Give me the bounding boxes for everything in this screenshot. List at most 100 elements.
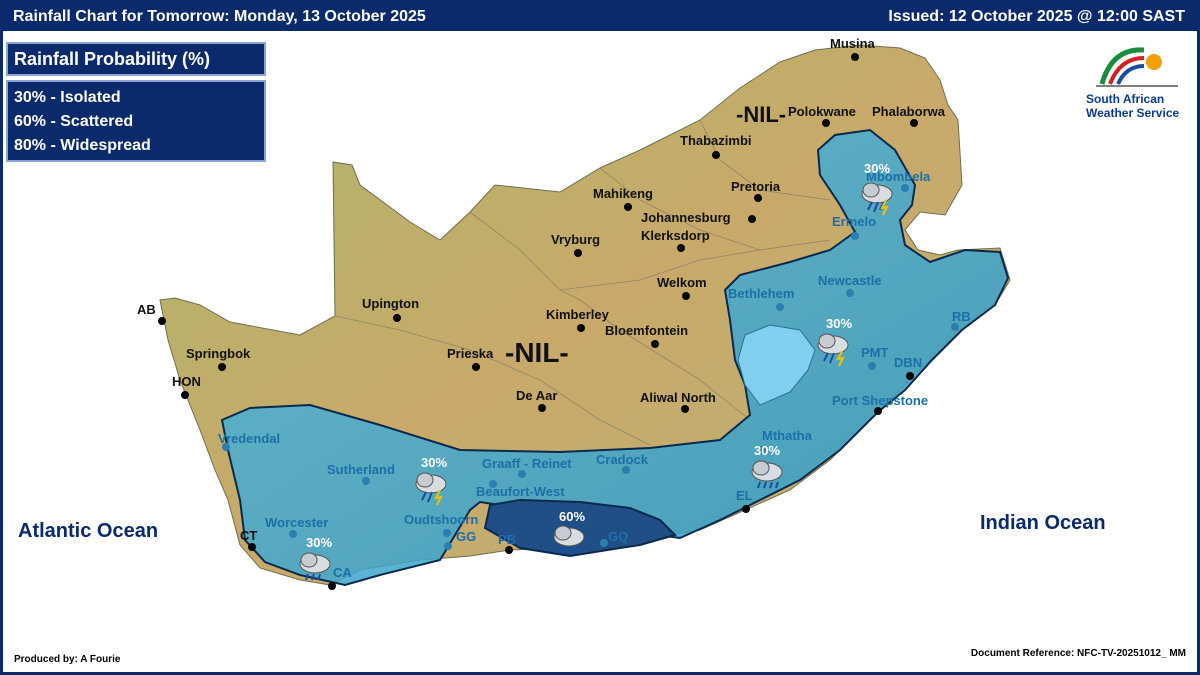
logo-text-line1: South African bbox=[1086, 92, 1165, 106]
nil-label-central: -NIL- bbox=[505, 337, 569, 368]
city-label: Vryburg bbox=[551, 232, 600, 247]
nil-labels: -NIL- -NIL- bbox=[505, 102, 786, 368]
city-label: Oudtshoorn bbox=[404, 512, 478, 527]
city-dot bbox=[362, 477, 370, 485]
legend-item-80: 80% - Widespread bbox=[14, 137, 151, 154]
city-dot bbox=[248, 543, 256, 551]
city-dot bbox=[472, 363, 480, 371]
city-dot bbox=[222, 443, 230, 451]
city-dot bbox=[158, 317, 166, 325]
city-label: DBN bbox=[894, 355, 922, 370]
city-dot bbox=[951, 323, 959, 331]
city-dot bbox=[518, 470, 526, 478]
rain-cloud-icon-1 bbox=[751, 460, 783, 489]
city-label: Johannesburg bbox=[641, 210, 731, 225]
legend-item-30: 30% - Isolated bbox=[14, 89, 121, 106]
city-dot bbox=[758, 446, 766, 454]
city-label: HON bbox=[172, 374, 201, 389]
region-percent-labels: 30% 30% 30% 30% 30% 60% bbox=[306, 161, 890, 550]
city-label: Kimberley bbox=[546, 307, 610, 322]
city-dot bbox=[868, 362, 876, 370]
city-label: Musina bbox=[830, 36, 876, 51]
city-label: Thabazimbi bbox=[680, 133, 752, 148]
legend-title: Rainfall Probability (%) bbox=[6, 42, 266, 76]
city-label: GQ bbox=[608, 529, 628, 544]
city-dot bbox=[851, 232, 859, 240]
city-dot bbox=[906, 372, 914, 380]
rain-region-60 bbox=[483, 498, 677, 558]
city-dot bbox=[681, 405, 689, 413]
atlantic-ocean-label: Atlantic Ocean bbox=[18, 520, 159, 542]
city-dot bbox=[538, 404, 546, 412]
indian-ocean-label: Indian Ocean bbox=[980, 512, 1106, 534]
city-dot bbox=[622, 466, 630, 474]
city-label: GG bbox=[456, 529, 476, 544]
city-label: Port Shepstone bbox=[832, 393, 928, 408]
city-dot bbox=[218, 363, 226, 371]
region-label: 30% bbox=[864, 161, 890, 176]
city-label: Bloemfontein bbox=[605, 323, 688, 338]
city-label: RB bbox=[952, 309, 971, 324]
city-label: Bethlehem bbox=[728, 286, 794, 301]
city-dot bbox=[742, 505, 750, 513]
city-label: Sutherland bbox=[327, 462, 395, 477]
city-dot bbox=[574, 249, 582, 257]
city-dot bbox=[444, 542, 452, 550]
city-dot bbox=[874, 407, 882, 415]
city-dot bbox=[651, 340, 659, 348]
city-dot bbox=[489, 480, 497, 488]
city-label: Vredendal bbox=[218, 431, 280, 446]
produced-by: Produced by: A Fourie bbox=[14, 654, 121, 665]
city-label: CT bbox=[240, 528, 257, 543]
city-dot bbox=[289, 530, 297, 538]
city-label: Mthatha bbox=[762, 428, 813, 443]
rain-region-30-east bbox=[220, 128, 1010, 587]
city-dot bbox=[577, 324, 585, 332]
city-dot bbox=[600, 539, 608, 547]
city-label: Graaff - Reinet bbox=[482, 456, 572, 471]
logo-text-line2: Weather Service bbox=[1086, 106, 1180, 120]
rain-cloud-icon-3 bbox=[553, 525, 585, 554]
city-dot bbox=[677, 244, 685, 252]
city-label: Mahikeng bbox=[593, 186, 653, 201]
rain-cloud-icon-2 bbox=[299, 552, 331, 581]
city-label: Phalaborwa bbox=[872, 104, 946, 119]
city-label: Klerksdorp bbox=[641, 228, 710, 243]
issued-time: Issued: 12 October 2025 @ 12:00 SAST bbox=[888, 8, 1185, 25]
storm-cloud-icon-2 bbox=[817, 333, 849, 367]
legend-item-60: 60% - Scattered bbox=[14, 113, 134, 130]
city-label: PMT bbox=[861, 345, 889, 360]
nil-label-north: -NIL- bbox=[736, 102, 786, 127]
document-reference: Document Reference: NFC-TV-20251012_ MM bbox=[970, 648, 1186, 659]
city-dot bbox=[624, 203, 632, 211]
chart-title: Rainfall Chart for Tomorrow: Monday, 13 … bbox=[13, 8, 426, 25]
city-dot bbox=[443, 529, 451, 537]
region-label: 60% bbox=[559, 509, 585, 524]
city-label: Springbok bbox=[186, 346, 251, 361]
city-label: Aliwal North bbox=[640, 390, 716, 405]
city-dot bbox=[910, 119, 918, 127]
city-dot bbox=[393, 314, 401, 322]
city-dot bbox=[712, 151, 720, 159]
city-label: Newcastle bbox=[818, 273, 882, 288]
city-label: Ermelo bbox=[832, 214, 876, 229]
city-dot bbox=[754, 194, 762, 202]
city-dot bbox=[851, 53, 859, 61]
city-dot bbox=[846, 289, 854, 297]
city-dot bbox=[328, 582, 336, 590]
city-dot bbox=[822, 119, 830, 127]
city-dot bbox=[901, 184, 909, 192]
region-label: 30% bbox=[754, 443, 780, 458]
legend-box: 30% - Isolated 60% - Scattered 80% - Wid… bbox=[6, 80, 266, 162]
city-label: PB bbox=[498, 532, 516, 547]
storm-cloud-icon-1 bbox=[861, 182, 893, 216]
city-dot bbox=[776, 303, 784, 311]
city-label: Pretoria bbox=[731, 179, 781, 194]
city-markers bbox=[158, 53, 959, 590]
city-label: Prieska bbox=[447, 346, 494, 361]
city-label: Beaufort-West bbox=[476, 484, 565, 499]
city-label: EL bbox=[736, 488, 753, 503]
city-label: Welkom bbox=[657, 275, 707, 290]
lesotho-area bbox=[737, 324, 816, 406]
